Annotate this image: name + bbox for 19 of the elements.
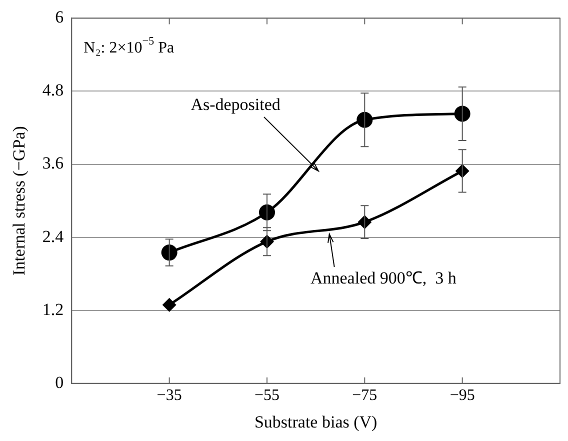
- annotation: As-deposited: [190, 94, 281, 114]
- point: [161, 244, 178, 261]
- y-tick-label: 2.4: [42, 226, 64, 246]
- point: [454, 106, 470, 122]
- y-tick-label: 6: [55, 8, 64, 27]
- x-tick-label: −35: [156, 387, 182, 404]
- y-tick-label: 0: [55, 372, 64, 392]
- x-tick-label: −55: [254, 387, 280, 404]
- point: [356, 112, 373, 128]
- x-axis-title: Substrate bias (V): [254, 412, 378, 432]
- y-tick-label: 3.6: [42, 154, 64, 173]
- y-axis-title: Internal stress (−GPa): [10, 126, 29, 276]
- annotation: Annealed 900℃, 3 h: [310, 268, 457, 288]
- y-tick-label: 1.2: [42, 300, 64, 319]
- point: [162, 298, 176, 312]
- y-tick-label: 4.8: [42, 80, 64, 100]
- x-tick-label: −95: [450, 387, 475, 404]
- x-tick-label: −75: [352, 387, 378, 404]
- point: [258, 204, 275, 220]
